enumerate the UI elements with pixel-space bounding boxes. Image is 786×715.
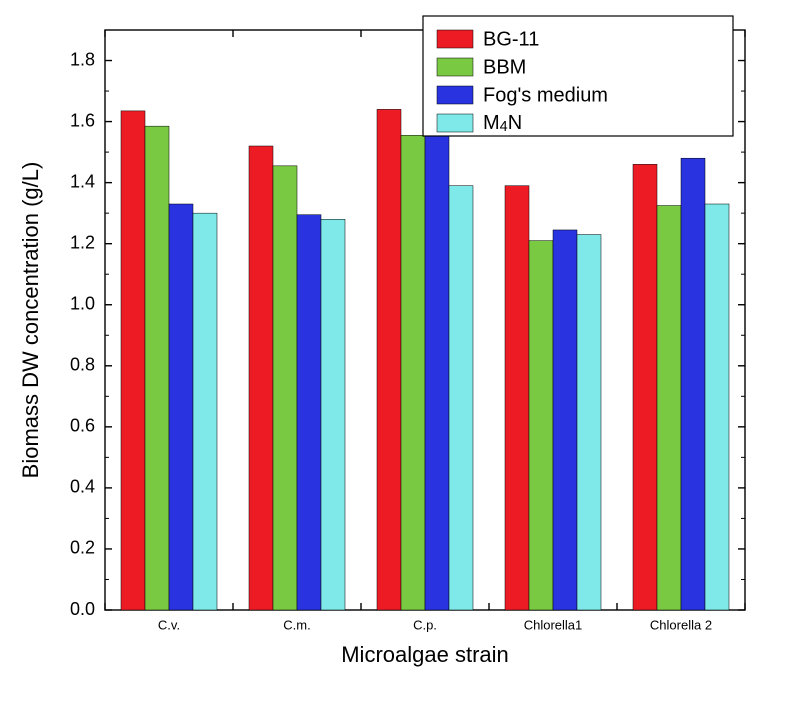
y-tick-label: 0.2 — [70, 538, 95, 558]
bar — [553, 230, 577, 610]
bar — [145, 126, 169, 610]
bar — [505, 186, 529, 610]
x-tick-label: C.p. — [413, 618, 437, 633]
x-tick-label: C.v. — [158, 618, 180, 633]
bar — [449, 186, 473, 610]
biomass-bar-chart: 0.0 0.2 0.4 0.6 0.8 1.0 1.2 1.4 1.6 1.8 Biomass D… — [0, 0, 786, 715]
y-tick-label: 1.8 — [70, 49, 95, 69]
bar — [401, 135, 425, 610]
x-tick-label: Chlorella 2 — [650, 618, 712, 633]
bar — [425, 96, 449, 610]
bar — [193, 213, 217, 610]
bar — [529, 241, 553, 610]
y-tick-label: 1.0 — [70, 293, 95, 313]
legend-swatch — [437, 58, 473, 76]
y-tick-labels: 0.0 0.2 0.4 0.6 0.8 1.0 1.2 1.4 1.6 1.8 — [70, 49, 95, 618]
bar — [657, 206, 681, 610]
y-tick-label: 1.4 — [70, 171, 95, 191]
x-tick-label: Chlorella1 — [524, 618, 583, 633]
legend-swatch — [437, 86, 473, 104]
y-tick-label: 1.2 — [70, 232, 95, 252]
y-tick-label: 0.8 — [70, 355, 95, 375]
bar — [633, 164, 657, 610]
bar — [681, 158, 705, 610]
y-tick-label: 0.0 — [70, 599, 95, 619]
y-axis-title: Biomass DW concentration (g/L) — [18, 162, 43, 479]
bar — [377, 109, 401, 610]
bar — [169, 204, 193, 610]
bar — [273, 166, 297, 610]
legend-label: BBM — [483, 56, 526, 78]
x-axis-title: Microalgae strain — [341, 642, 509, 667]
bar — [705, 204, 729, 610]
x-tick-labels: C.v. C.m. C.p. Chlorella1 Chlorella 2 — [158, 618, 712, 633]
bar — [121, 111, 145, 610]
bar — [577, 235, 601, 610]
legend-swatch — [437, 114, 473, 132]
x-tick-label: C.m. — [283, 618, 310, 633]
y-tick-label: 0.6 — [70, 416, 95, 436]
bar — [249, 146, 273, 610]
legend-swatch — [437, 30, 473, 48]
y-tick-label: 0.4 — [70, 477, 95, 497]
bar — [297, 215, 321, 610]
bar — [321, 219, 345, 610]
legend-label: BG-11 — [483, 28, 539, 50]
legend: BG-11BBMFog's mediumM4N — [423, 16, 733, 136]
bars-group — [121, 96, 729, 610]
y-tick-label: 1.6 — [70, 110, 95, 130]
legend-label: Fog's medium — [483, 84, 608, 106]
